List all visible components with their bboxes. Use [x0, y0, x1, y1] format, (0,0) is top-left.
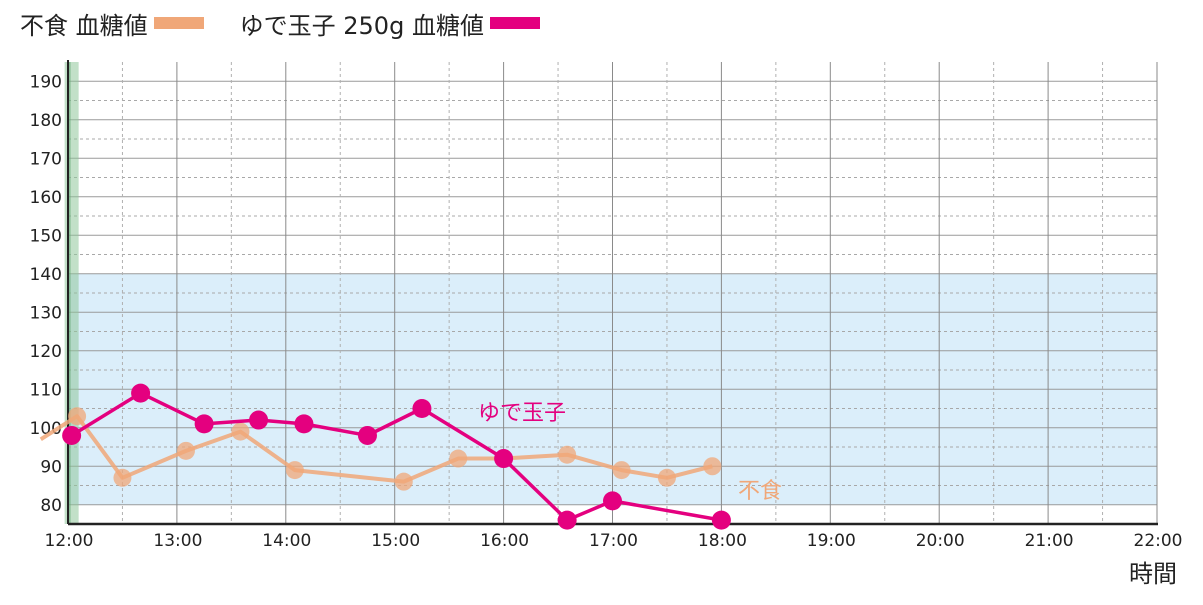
- data-point-fasting: [703, 457, 722, 476]
- meal-marker-band: [64, 62, 79, 524]
- data-point-fasting: [113, 468, 132, 487]
- y-tick-label: 120: [30, 342, 62, 362]
- x-axis-title: 時間: [1129, 560, 1177, 588]
- y-tick-label: 140: [30, 265, 62, 285]
- x-tick-label: 21:00: [1025, 531, 1074, 551]
- y-tick-label: 170: [30, 149, 62, 169]
- y-tick-label: 100: [30, 419, 62, 439]
- data-point-boiled-egg: [603, 491, 622, 511]
- data-point-boiled-egg: [557, 510, 577, 530]
- x-tick-label: 18:00: [698, 531, 747, 551]
- data-point-boiled-egg: [249, 410, 269, 430]
- series-label-boiled-egg: ゆで玉子: [478, 401, 566, 426]
- data-point-fasting: [285, 461, 304, 480]
- legend-item-fasting: 不食 血糖値: [20, 6, 204, 41]
- data-point-fasting: [231, 422, 250, 441]
- legend-label-boiled-egg: ゆで玉子 250g 血糖値: [239, 11, 484, 40]
- y-tick-label: 150: [30, 226, 62, 246]
- data-point-boiled-egg: [494, 449, 514, 469]
- x-tick-label: 13:00: [153, 531, 202, 551]
- data-point-fasting: [176, 441, 195, 460]
- data-point-fasting: [68, 407, 87, 426]
- x-tick-label: 20:00: [916, 531, 965, 551]
- y-tick-label: 190: [30, 72, 62, 92]
- y-tick-label: 80: [40, 496, 62, 516]
- data-point-boiled-egg: [294, 414, 314, 434]
- data-point-fasting: [612, 461, 631, 480]
- legend-swatch-boiled-egg: [489, 17, 540, 29]
- x-tick-label: 17:00: [589, 531, 638, 551]
- x-tick-label: 19:00: [807, 531, 856, 551]
- y-tick-label: 160: [30, 188, 62, 208]
- series-label-fasting: 不食: [738, 479, 782, 504]
- x-tick-label: 16:00: [480, 531, 529, 551]
- data-point-boiled-egg: [711, 510, 731, 530]
- x-tick-label: 14:00: [262, 531, 311, 551]
- data-point-boiled-egg: [62, 425, 82, 445]
- data-point-boiled-egg: [131, 383, 151, 403]
- y-tick-label: 110: [30, 380, 62, 400]
- y-tick-label: 90: [40, 457, 62, 477]
- chart-legend: 不食 血糖値 ゆで玉子 250g 血糖値: [20, 6, 576, 40]
- y-tick-label: 130: [30, 303, 62, 323]
- data-point-fasting: [558, 445, 577, 464]
- legend-swatch-fasting: [153, 17, 204, 29]
- data-point-boiled-egg: [357, 425, 377, 445]
- data-point-fasting: [394, 472, 413, 491]
- y-tick-label: 180: [30, 111, 62, 131]
- data-point-boiled-egg: [194, 414, 214, 434]
- legend-item-boiled-egg: ゆで玉子 250g 血糖値: [240, 6, 540, 41]
- legend-label-fasting: 不食 血糖値: [20, 11, 148, 40]
- x-tick-label: 22:00: [1134, 531, 1183, 551]
- x-tick-label: 12:00: [45, 531, 94, 551]
- data-point-fasting: [657, 468, 676, 487]
- x-tick-label: 15:00: [371, 531, 420, 551]
- data-point-boiled-egg: [412, 399, 432, 418]
- data-point-fasting: [449, 449, 468, 468]
